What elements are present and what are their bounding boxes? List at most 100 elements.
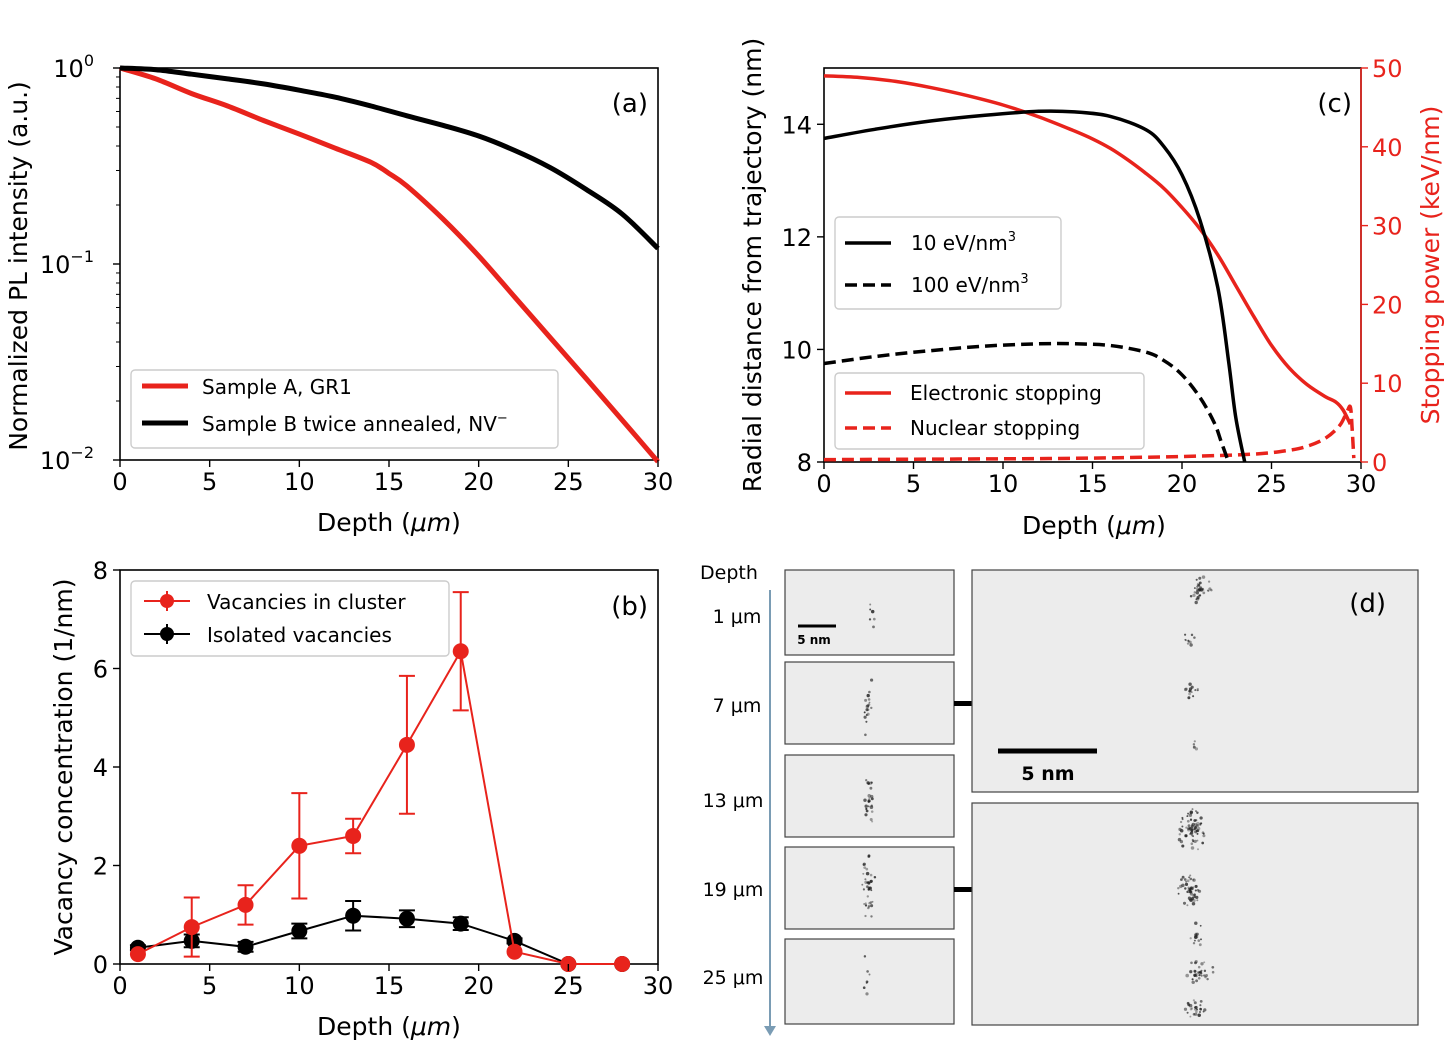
scale-label-small: 5 nm: [797, 633, 831, 647]
damage-dot-zoom-top: [1193, 636, 1196, 639]
data-point-b-1: [237, 938, 254, 955]
damage-dot-19um: [864, 902, 867, 905]
snapshot-13um: [784, 754, 955, 838]
x-tick-label: 10: [284, 972, 315, 1000]
damage-dot-zoom-bottom: [1190, 842, 1194, 846]
damage-dot-zoom-bottom: [1187, 824, 1191, 828]
damage-dot-zoom-bottom: [1211, 965, 1215, 969]
damage-dot-zoom-top: [1198, 587, 1202, 592]
damage-dot-zoom-bottom: [1203, 974, 1206, 977]
damage-dot-19um: [870, 904, 874, 908]
damage-dot-zoom-bottom: [1177, 837, 1182, 842]
x-ticks-b: 0 5 10 15 20 25 30: [112, 964, 673, 1000]
damage-dot-13um: [863, 798, 867, 802]
curves-a: [119, 65, 660, 464]
damage-dot-zoom-bottom: [1199, 1000, 1203, 1003]
legend-c-stopping: Electronic stopping Nuclear stopping: [834, 372, 1145, 450]
data-point-b-0: [345, 827, 362, 844]
damage-dot-zoom-bottom: [1186, 904, 1189, 907]
damage-dot-25um: [863, 955, 867, 958]
zoom-connector-top: [954, 701, 972, 706]
series-line-a-0: [119, 65, 660, 464]
damage-dot-7um: [866, 712, 870, 716]
x-axis-label-c: Depth (μm): [1022, 511, 1166, 540]
damage-dot-zoom-bottom: [1189, 969, 1193, 974]
damage-dot-zoom-bottom: [1203, 1008, 1207, 1012]
damage-dot-zoom-top: [1198, 581, 1202, 585]
damage-dot-13um: [866, 781, 870, 785]
damage-dot-zoom-bottom: [1195, 1010, 1198, 1013]
damage-dot-7um: [863, 715, 867, 719]
zoom-snapshot-bottom: [971, 802, 1419, 1026]
y-right-tick-label: 10: [1372, 370, 1403, 398]
damage-dot-zoom-bottom: [1195, 819, 1198, 822]
x-ticks-a: 0 5 10 15 20 25 30: [112, 460, 673, 496]
data-point-b-0: [129, 946, 146, 963]
y-axis-label-a: Normalized PL intensity (a.u.): [4, 81, 33, 451]
damage-dot-zoom-bottom: [1194, 1012, 1198, 1016]
y-tick-label: 2: [93, 853, 108, 881]
damage-dot-7um: [870, 678, 874, 682]
legend-c-radial: 10 eV/nm3 100 eV/nm3: [834, 216, 1062, 310]
damage-dot-zoom-bottom: [1177, 892, 1180, 895]
damage-dot-zoom-bottom: [1181, 825, 1184, 828]
damage-dot-zoom-bottom: [1177, 886, 1180, 890]
damage-dot-zoom-top: [1207, 580, 1211, 583]
damage-dot-25um: [862, 986, 866, 990]
stopping-line-1: [823, 404, 1356, 462]
damage-dot-zoom-bottom: [1187, 1003, 1191, 1007]
damage-dot-19um: [869, 879, 873, 883]
damage-dot-zoom-top: [1188, 692, 1192, 696]
damage-dot-zoom-bottom: [1194, 959, 1198, 964]
damage-dot-zoom-bottom: [1194, 1008, 1197, 1011]
damage-dot-zoom-bottom: [1202, 1010, 1205, 1013]
damage-dot-zoom-bottom: [1200, 962, 1204, 966]
legend-box-c-stopping: [834, 372, 1145, 450]
damage-dot-zoom-bottom: [1197, 965, 1201, 969]
damage-dot-19um: [867, 854, 871, 858]
damage-dot-zoom-bottom: [1189, 889, 1191, 892]
damage-dot-zoom-bottom: [1193, 839, 1197, 844]
damage-dot-zoom-top: [1195, 578, 1198, 581]
damage-dot-zoom-top: [1195, 591, 1200, 595]
damage-dot-zoom-bottom: [1186, 890, 1189, 894]
x-tick-label: 30: [1346, 470, 1377, 498]
damage-dot-zoom-top: [1185, 639, 1187, 642]
x-tick-label: 10: [284, 468, 315, 496]
damage-dot-zoom-bottom: [1193, 969, 1197, 973]
damage-dot-zoom-bottom: [1196, 824, 1199, 827]
damage-dot-zoom-bottom: [1191, 808, 1194, 811]
damage-dot-zoom-bottom: [1206, 977, 1209, 981]
damage-dot-19um: [864, 878, 867, 881]
damage-dot-19um: [866, 885, 869, 888]
damage-dot-zoom-bottom: [1200, 974, 1203, 977]
damage-dot-13um: [868, 797, 871, 800]
damage-dot-zoom-top: [1193, 740, 1196, 743]
damage-dot-zoom-bottom: [1189, 877, 1193, 881]
damage-dot-zoom-bottom: [1205, 974, 1208, 977]
damage-dot-zoom-bottom: [1194, 921, 1198, 925]
y-axis-label-c: Radial distance from trajectory (nm): [738, 38, 767, 492]
damage-dot-19um: [867, 905, 871, 908]
x-axis-label-a: Depth (μm): [317, 508, 461, 537]
curves-c: [823, 74, 1356, 463]
damage-dot-zoom-bottom: [1186, 1011, 1189, 1014]
damage-dot-7um: [867, 698, 871, 701]
damage-dot-zoom-bottom: [1189, 1008, 1193, 1011]
curves-b: [129, 591, 631, 972]
damage-dot-19um: [865, 867, 869, 871]
damage-dot-13um: [870, 810, 874, 813]
series-line-b-1: [137, 914, 623, 965]
legend-swatch-isolated-marker: [160, 627, 174, 641]
damage-dot-zoom-bottom: [1195, 895, 1199, 899]
y-tick-label: 10−1: [40, 247, 94, 279]
damage-dot-19um: [870, 915, 873, 918]
damage-dot-zoom-bottom: [1196, 832, 1199, 835]
damage-dot-19um: [871, 900, 874, 903]
x-tick-label: 0: [112, 468, 127, 496]
damage-dot-zoom-bottom: [1192, 941, 1196, 945]
damage-dot-zoom-bottom: [1188, 876, 1191, 879]
damage-dot-zoom-bottom: [1185, 973, 1189, 978]
snapshot-25um: [784, 938, 955, 1025]
depth-arrow-head: [764, 1026, 776, 1036]
